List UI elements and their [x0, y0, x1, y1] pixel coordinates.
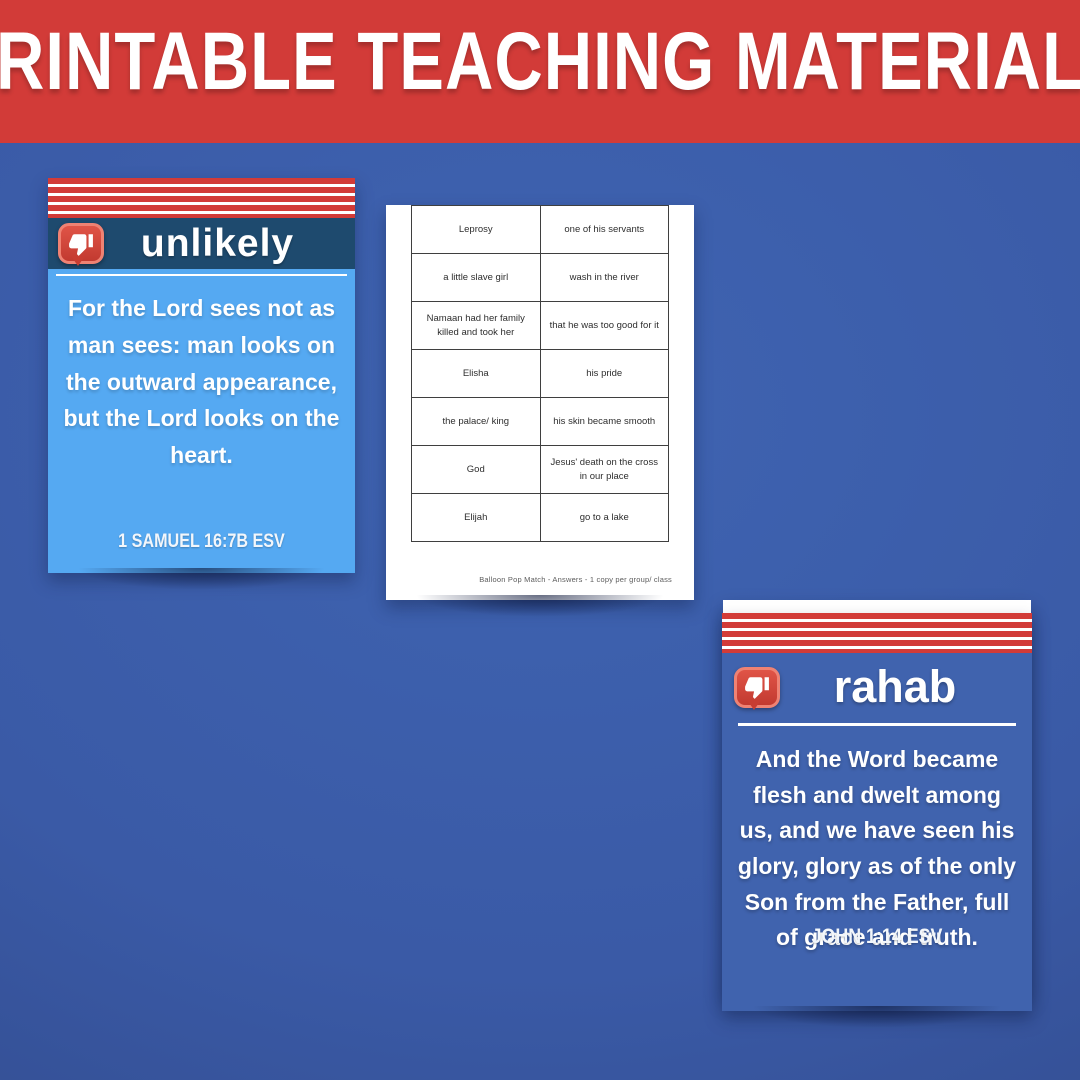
page-caption: Balloon Pop Match - Answers - 1 copy per…: [479, 575, 672, 584]
verse-reference: 1 SAMUEL 16:7B ESV: [118, 531, 285, 552]
table-cell: his pride: [539, 349, 669, 398]
worksheet-balloon-pop: Leprosy one of his servants a little sla…: [386, 205, 694, 627]
verse-reference: JOHN 1:14 ESV: [811, 925, 943, 948]
card-title-band: rahab: [722, 653, 1032, 713]
table-row: the palace/ king his skin became smooth: [411, 397, 669, 446]
verse-card-rahab: rahab And the Word became flesh and dwel…: [722, 613, 1032, 1038]
thumbs-down-icon: [58, 223, 104, 266]
table-cell: Elisha: [411, 349, 541, 398]
divider: [738, 723, 1016, 726]
table-row: Elijah go to a lake: [411, 493, 669, 542]
table-cell: Leprosy: [411, 205, 541, 254]
verse-text: For the Lord sees not as man sees: man l…: [63, 295, 340, 469]
table-cell: wash in the river: [539, 253, 669, 302]
table-row: God Jesus' death on the cross in our pla…: [411, 445, 669, 494]
striped-header: [48, 178, 355, 218]
table-cell: go to a lake: [539, 493, 669, 542]
striped-header: [722, 613, 1032, 653]
table-cell: Namaan had her family killed and took he…: [411, 301, 541, 350]
table-cell: one of his servants: [539, 205, 669, 254]
card-title: unlikely: [140, 221, 295, 265]
table-row: a little slave girl wash in the river: [411, 253, 669, 302]
page-title: PRINTABLE TEACHING MATERIALS: [0, 15, 1080, 108]
card-title-band: unlikely: [48, 218, 355, 269]
match-table: Leprosy one of his servants a little sla…: [411, 205, 669, 542]
verse-body: For the Lord sees not as man sees: man l…: [48, 269, 355, 573]
table-row: Elisha his pride: [411, 349, 669, 398]
title-banner: PRINTABLE TEACHING MATERIALS: [0, 0, 1080, 143]
table-cell: a little slave girl: [411, 253, 541, 302]
table-cell: Jesus' death on the cross in our place: [539, 445, 669, 494]
table-row: Namaan had her family killed and took he…: [411, 301, 669, 350]
thumbs-down-icon: [734, 666, 780, 710]
card-title: rahab: [833, 661, 957, 712]
table-cell: the palace/ king: [411, 397, 541, 446]
table-cell: his skin became smooth: [539, 397, 669, 446]
table-cell: God: [411, 445, 541, 494]
table-cell: Elijah: [411, 493, 541, 542]
table-cell: that he was too good for it: [539, 301, 669, 350]
verse-card-unlikely: unlikely For the Lord sees not as man se…: [48, 178, 355, 600]
verse-text: And the Word became flesh and dwelt amon…: [737, 746, 1017, 951]
table-row: Leprosy one of his servants: [411, 205, 669, 254]
divider: [56, 274, 347, 276]
